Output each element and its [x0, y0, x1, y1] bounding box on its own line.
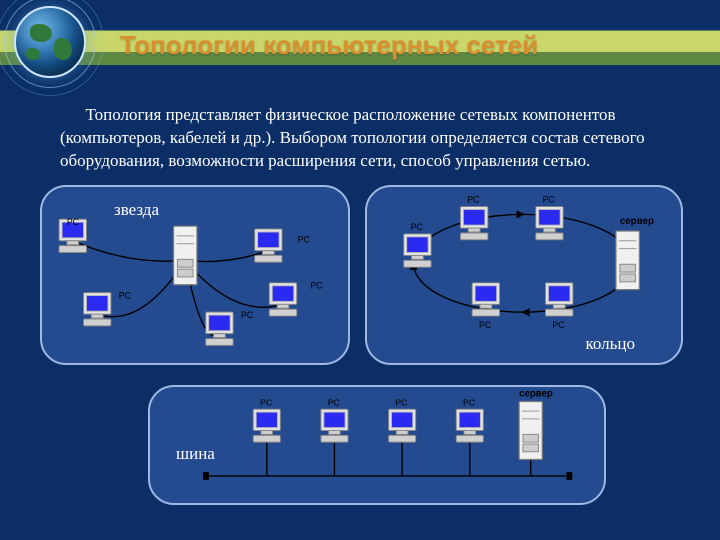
panel-ring: сервер PC PC PC PC PC кольцо	[365, 185, 683, 365]
svg-text:PC: PC	[552, 320, 565, 330]
svg-text:PC: PC	[119, 290, 132, 300]
panel-star: PC PC PC PC PC звезда	[40, 185, 350, 365]
svg-text:PC: PC	[463, 397, 475, 407]
intro-paragraph: Топология представляет физическое распол…	[60, 104, 680, 173]
ring-label: кольцо	[585, 335, 635, 353]
svg-text:PC: PC	[67, 217, 80, 227]
diagrams-area: PC PC PC PC PC звезда сервер PC PC PC PC PC кольц…	[0, 185, 720, 525]
panel-bus: PC PC PC PC сервер шина	[148, 385, 606, 505]
svg-text:сервер: сервер	[620, 216, 654, 227]
svg-text:сервер: сервер	[519, 388, 553, 399]
slide-header: Топологии компьютерных сетей	[0, 0, 720, 90]
svg-text:PC: PC	[260, 397, 272, 407]
slide-title: Топологии компьютерных сетей	[120, 30, 538, 61]
svg-text:PC: PC	[479, 320, 492, 330]
svg-text:PC: PC	[310, 281, 323, 291]
globe-icon	[14, 6, 86, 78]
bus-label: шина	[176, 445, 215, 463]
svg-text:PC: PC	[467, 194, 480, 204]
slide-body-text: Топология представляет физическое распол…	[0, 90, 720, 185]
svg-text:PC: PC	[328, 397, 340, 407]
svg-text:PC: PC	[395, 397, 407, 407]
svg-text:PC: PC	[411, 222, 424, 232]
svg-text:PC: PC	[543, 194, 556, 204]
svg-text:PC: PC	[298, 235, 311, 245]
svg-text:PC: PC	[241, 310, 254, 320]
star-label: звезда	[114, 201, 159, 219]
